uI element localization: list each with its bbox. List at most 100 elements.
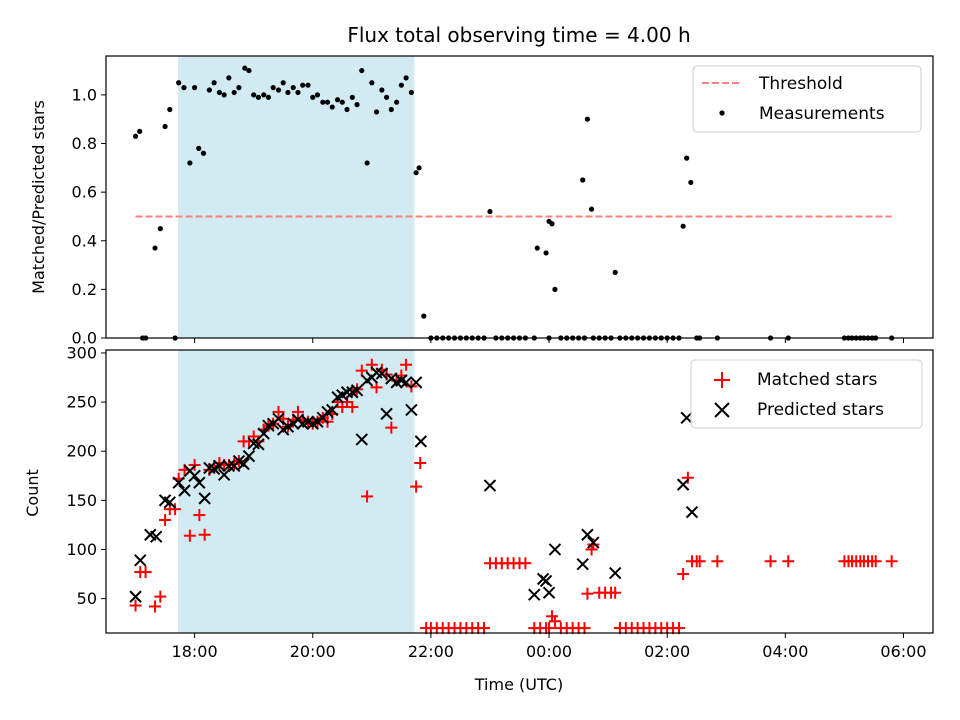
measurement-point bbox=[349, 94, 355, 100]
measurement-point bbox=[192, 85, 198, 91]
bottom-y-axis-ticks: 50 100 150 200 250 300 bbox=[66, 343, 106, 608]
matched-star-point bbox=[885, 555, 898, 568]
predicted-star-point bbox=[608, 566, 622, 580]
matched-star-point bbox=[581, 587, 594, 600]
measurement-point bbox=[181, 85, 187, 91]
legend-matched-label: Matched stars bbox=[757, 370, 877, 390]
bottom-axes-frame bbox=[105, 349, 934, 634]
predicted-star-point bbox=[414, 435, 428, 448]
matched-star-point bbox=[159, 513, 172, 526]
predicted-star-point bbox=[172, 476, 185, 489]
matched-star-point bbox=[609, 586, 622, 599]
predicted-star-point bbox=[134, 554, 147, 567]
measurement-point bbox=[487, 208, 493, 215]
y-tick-label: 0.8 bbox=[72, 134, 97, 153]
x-tick-label: 04:00 bbox=[762, 642, 808, 661]
measurement-point bbox=[162, 123, 168, 130]
shaded-region bbox=[178, 56, 415, 338]
predicted-star-point bbox=[150, 530, 163, 543]
measurement-point bbox=[275, 87, 282, 93]
x-tick-label: 22:00 bbox=[408, 642, 454, 661]
top-y-axis-ticks: 0.0 0.2 0.4 0.6 0.8 1.0 bbox=[72, 85, 106, 348]
top-legend-box bbox=[692, 65, 922, 133]
predicted-star-point bbox=[350, 384, 364, 397]
measurement-point bbox=[216, 89, 223, 96]
measurement-point bbox=[584, 116, 591, 122]
predicted-star-point bbox=[252, 438, 265, 451]
shaded-region bbox=[178, 350, 415, 633]
measurement-point bbox=[329, 104, 335, 110]
predicted-stars-series bbox=[129, 366, 699, 603]
predicted-star-point bbox=[198, 492, 211, 505]
matched-star-point bbox=[385, 421, 398, 434]
matched-star-point bbox=[400, 358, 413, 371]
predicted-star-point bbox=[380, 407, 393, 421]
y-tick-label: 0.6 bbox=[72, 183, 97, 202]
predicted-star-point bbox=[340, 386, 354, 399]
predicted-star-point bbox=[355, 433, 368, 446]
top-observing-window-shade bbox=[178, 56, 415, 338]
matched-star-point bbox=[169, 503, 182, 516]
legend-threshold-label: Threshold bbox=[758, 74, 843, 94]
matched-star-point bbox=[139, 566, 152, 579]
measurement-point bbox=[196, 145, 202, 151]
predicted-star-point bbox=[213, 459, 226, 473]
measurement-point bbox=[373, 109, 380, 115]
bottom-x-axis-ticks: 18:00 20:00 22:00 00:00 02:00 04:00 06:00 bbox=[172, 633, 927, 661]
y-tick-label: 1.0 bbox=[72, 85, 97, 104]
y-tick-label: 50 bbox=[77, 589, 97, 608]
measurement-point bbox=[334, 97, 341, 103]
matched-star-point bbox=[519, 557, 532, 570]
predicted-star-point bbox=[483, 479, 497, 492]
measurement-point bbox=[270, 85, 276, 91]
measurement-point bbox=[211, 80, 217, 86]
matched-star-point bbox=[183, 529, 196, 542]
measurement-point bbox=[236, 85, 242, 91]
predicted-star-point bbox=[163, 496, 177, 509]
predicted-star-point bbox=[326, 403, 339, 417]
legend-measurements-label: Measurements bbox=[759, 104, 885, 124]
bottom-y-axis-label: Count bbox=[23, 469, 42, 517]
measurement-point bbox=[285, 89, 291, 96]
measurement-point bbox=[305, 82, 311, 88]
measurement-point bbox=[383, 94, 390, 100]
matched-star-point bbox=[578, 622, 591, 635]
measurement-point bbox=[221, 92, 227, 98]
y-tick-label: 0.4 bbox=[72, 231, 97, 250]
measurement-point bbox=[413, 170, 419, 176]
matched-star-point bbox=[672, 622, 685, 635]
measurement-point bbox=[157, 226, 163, 232]
predicted-star-point bbox=[237, 457, 250, 471]
top-panel: 0.0 0.2 0.4 0.6 0.8 1.0 Matched/Predicted sta… bbox=[29, 55, 934, 348]
measurement-point bbox=[187, 160, 193, 166]
predicted-star-point bbox=[193, 476, 206, 489]
measurement-point bbox=[255, 94, 262, 100]
measurement-point bbox=[261, 92, 267, 98]
measurement-point bbox=[310, 94, 316, 100]
matched-star-point bbox=[198, 528, 211, 541]
measurement-point bbox=[206, 87, 212, 93]
matched-stars-series bbox=[129, 358, 898, 635]
matched-star-point bbox=[414, 457, 427, 470]
measurement-point bbox=[688, 179, 694, 186]
matched-star-point bbox=[154, 590, 167, 603]
predicted-star-point bbox=[409, 376, 423, 389]
measurement-point bbox=[344, 106, 350, 113]
bottom-legend: Matched stars Predicted stars bbox=[690, 359, 923, 429]
matched-star-point bbox=[764, 555, 777, 568]
x-tick-label: 00:00 bbox=[526, 642, 572, 661]
y-tick-label: 200 bbox=[66, 442, 97, 461]
measurement-point bbox=[552, 286, 558, 292]
measurement-point bbox=[231, 89, 237, 96]
matched-star-point bbox=[129, 599, 142, 612]
measurement-point bbox=[242, 65, 248, 71]
predicted-star-point bbox=[587, 536, 600, 549]
predicted-star-point bbox=[188, 469, 201, 482]
matched-star-point bbox=[711, 555, 724, 568]
x-tick-label: 02:00 bbox=[644, 642, 690, 661]
matched-star-point bbox=[478, 622, 491, 635]
matched-star-point bbox=[272, 405, 285, 418]
predicted-star-point bbox=[222, 459, 236, 473]
legend-measurements-swatch bbox=[719, 110, 725, 116]
y-tick-label: 250 bbox=[66, 393, 97, 412]
